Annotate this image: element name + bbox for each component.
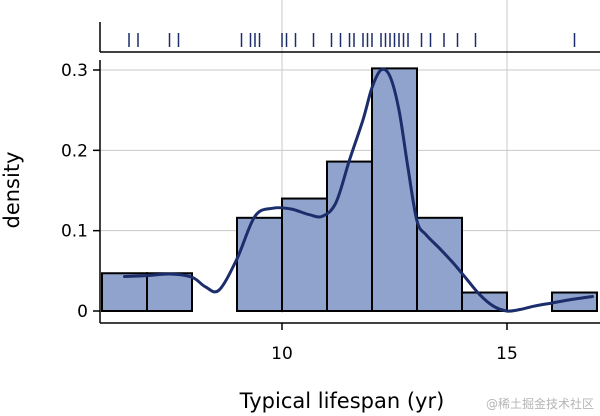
watermark: @稀土掘金技术社区 [486,396,594,411]
histogram-bars [101,67,598,313]
rug-plot [128,33,576,47]
x-axis-label: Typical lifespan (yr) [239,389,445,413]
y-tick-label-1: 0.1 [61,222,88,242]
y-tick-label-3: 0.3 [61,61,88,81]
histogram-bar-1 [146,272,193,313]
y-tick-label-0: 0 [77,302,88,322]
x-tick-label-15: 15 [496,344,518,364]
y-axis-label: density [0,152,24,229]
histogram-bar-4 [326,160,373,312]
kde-curve-layer [123,67,594,313]
y-tick-label-2: 0.2 [61,141,88,161]
histogram-bar-5 [371,67,418,313]
histogram-bar-0 [101,272,148,313]
kde-curve [123,67,594,313]
axes [93,22,600,330]
histogram-bar-2 [236,216,283,313]
x-tick-label-10: 10 [271,344,293,364]
tick-labels: 10 15 0 0.1 0.2 0.3 [61,61,518,364]
